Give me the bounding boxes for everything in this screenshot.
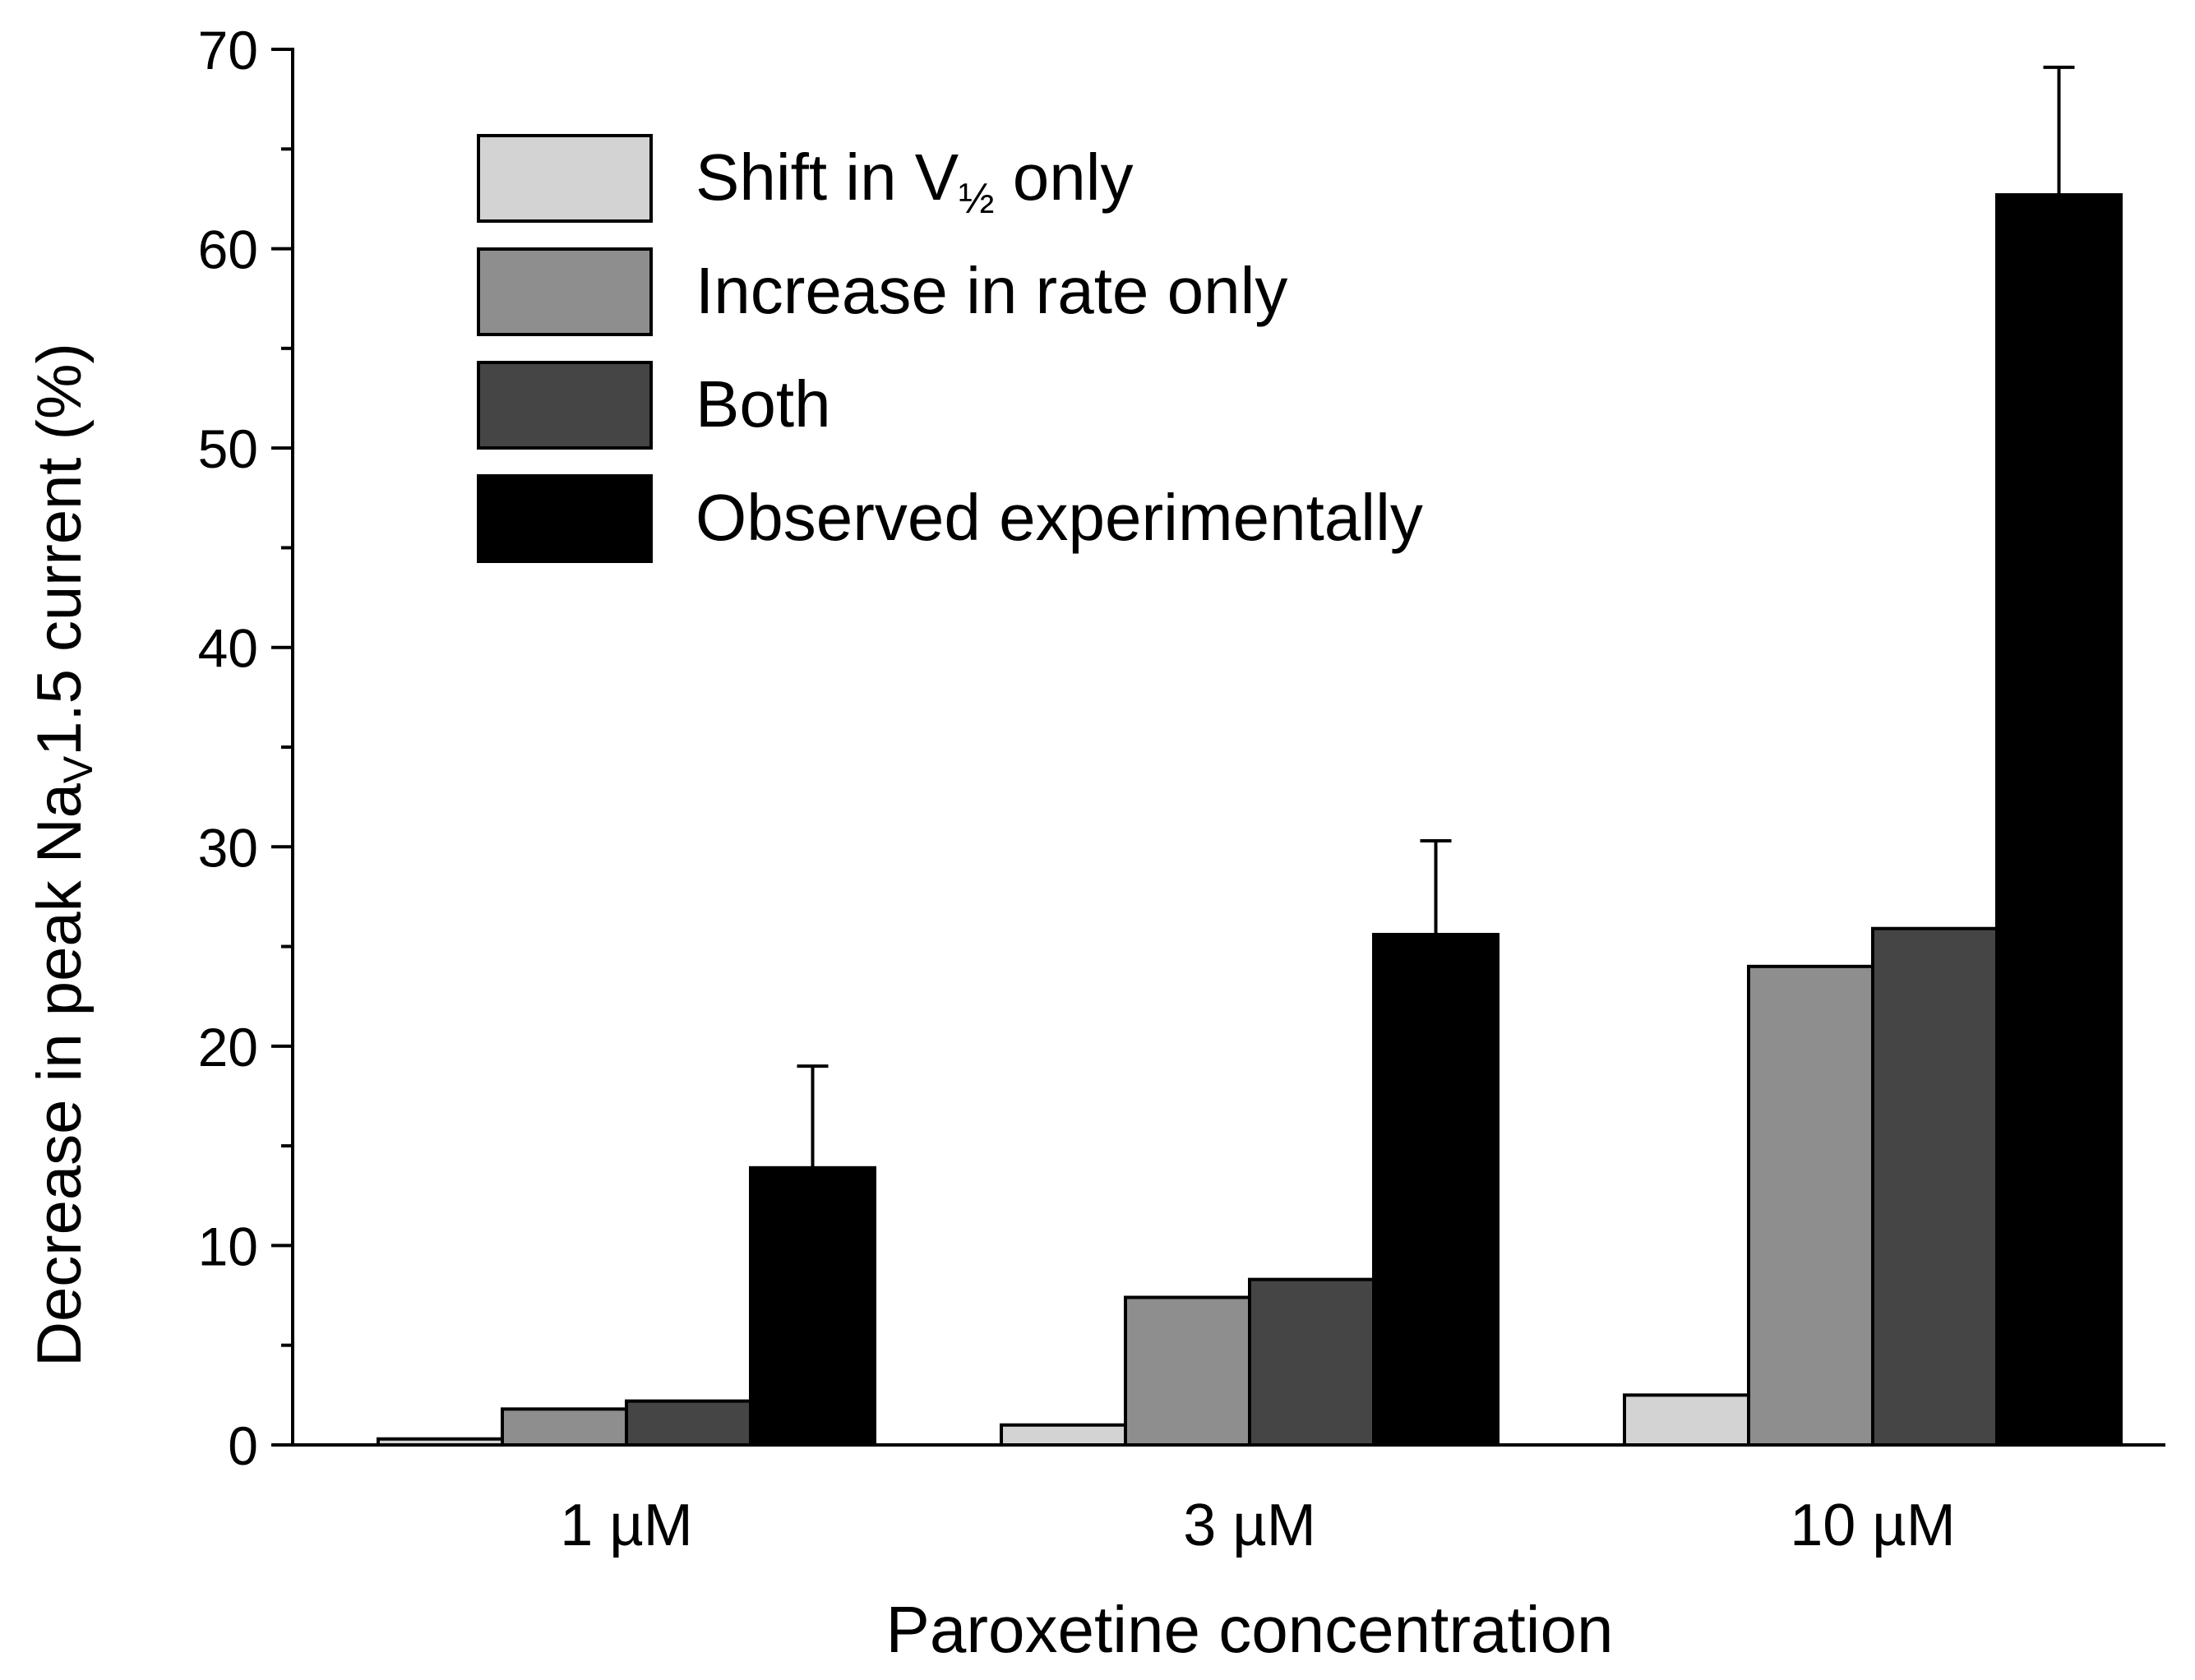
bar-0-3	[749, 1165, 876, 1447]
bar-1-2	[1248, 1277, 1375, 1447]
y-tick-label: 20	[198, 1017, 258, 1078]
legend-label-part: ½	[959, 175, 994, 223]
legend-label-3: Observed experimentally	[695, 481, 1423, 554]
x-tick-label: 1 µM	[560, 1493, 693, 1558]
bar-0-1	[501, 1407, 628, 1447]
y-tick-label: 40	[198, 618, 258, 679]
legend-swatch-3	[477, 474, 653, 563]
bar-2-0	[1623, 1393, 1750, 1447]
legend-label-0: Shift in V½ only	[695, 141, 1134, 223]
bar-2-3	[1995, 193, 2123, 1447]
legend-swatch-2	[477, 361, 653, 450]
y-tick-label: 30	[198, 817, 258, 878]
y-tick-label: 10	[198, 1216, 258, 1276]
bars	[377, 65, 2123, 1447]
legend-label-part: Shift in V	[695, 141, 959, 214]
legend: Shift in V½ only Increase in rate only Bot…	[477, 134, 1423, 563]
bar-2-2	[1871, 926, 1999, 1447]
legend-label-2: Both	[695, 367, 831, 441]
legend-label-1: Increase in rate only	[695, 254, 1287, 327]
y-axis-title-main: Decrease in peak Na	[25, 782, 95, 1366]
x-tick-label: 10 µM	[1790, 1493, 1956, 1558]
axes: 0 10 20 30 40 50 60 70 1 µM 3 µM 10 µM	[198, 20, 2165, 1558]
x-axis-title: Paroxetine concentration	[886, 1593, 1614, 1666]
bar-1-1	[1124, 1295, 1251, 1447]
legend-swatch-1	[477, 247, 653, 336]
y-tick-label: 60	[198, 219, 258, 280]
y-axis-title: Decrease in peak NaV1.5 current (%)	[25, 343, 101, 1367]
y-axis-title-subscript: V	[55, 755, 101, 783]
bar-0-2	[625, 1399, 752, 1447]
y-axis-title-end: 1.5 current (%)	[25, 343, 95, 756]
x-tick-label: 3 µM	[1183, 1493, 1316, 1558]
legend-label-part: only	[995, 141, 1134, 214]
y-tick-label: 0	[228, 1415, 258, 1476]
legend-swatch-0	[477, 134, 653, 223]
y-tick-label: 70	[198, 20, 258, 81]
bar-1-3	[1372, 933, 1500, 1447]
bar-1-0	[1000, 1423, 1127, 1447]
y-tick-label: 50	[198, 418, 258, 479]
bar-2-1	[1747, 964, 1874, 1447]
bar-0-0	[377, 1437, 504, 1447]
